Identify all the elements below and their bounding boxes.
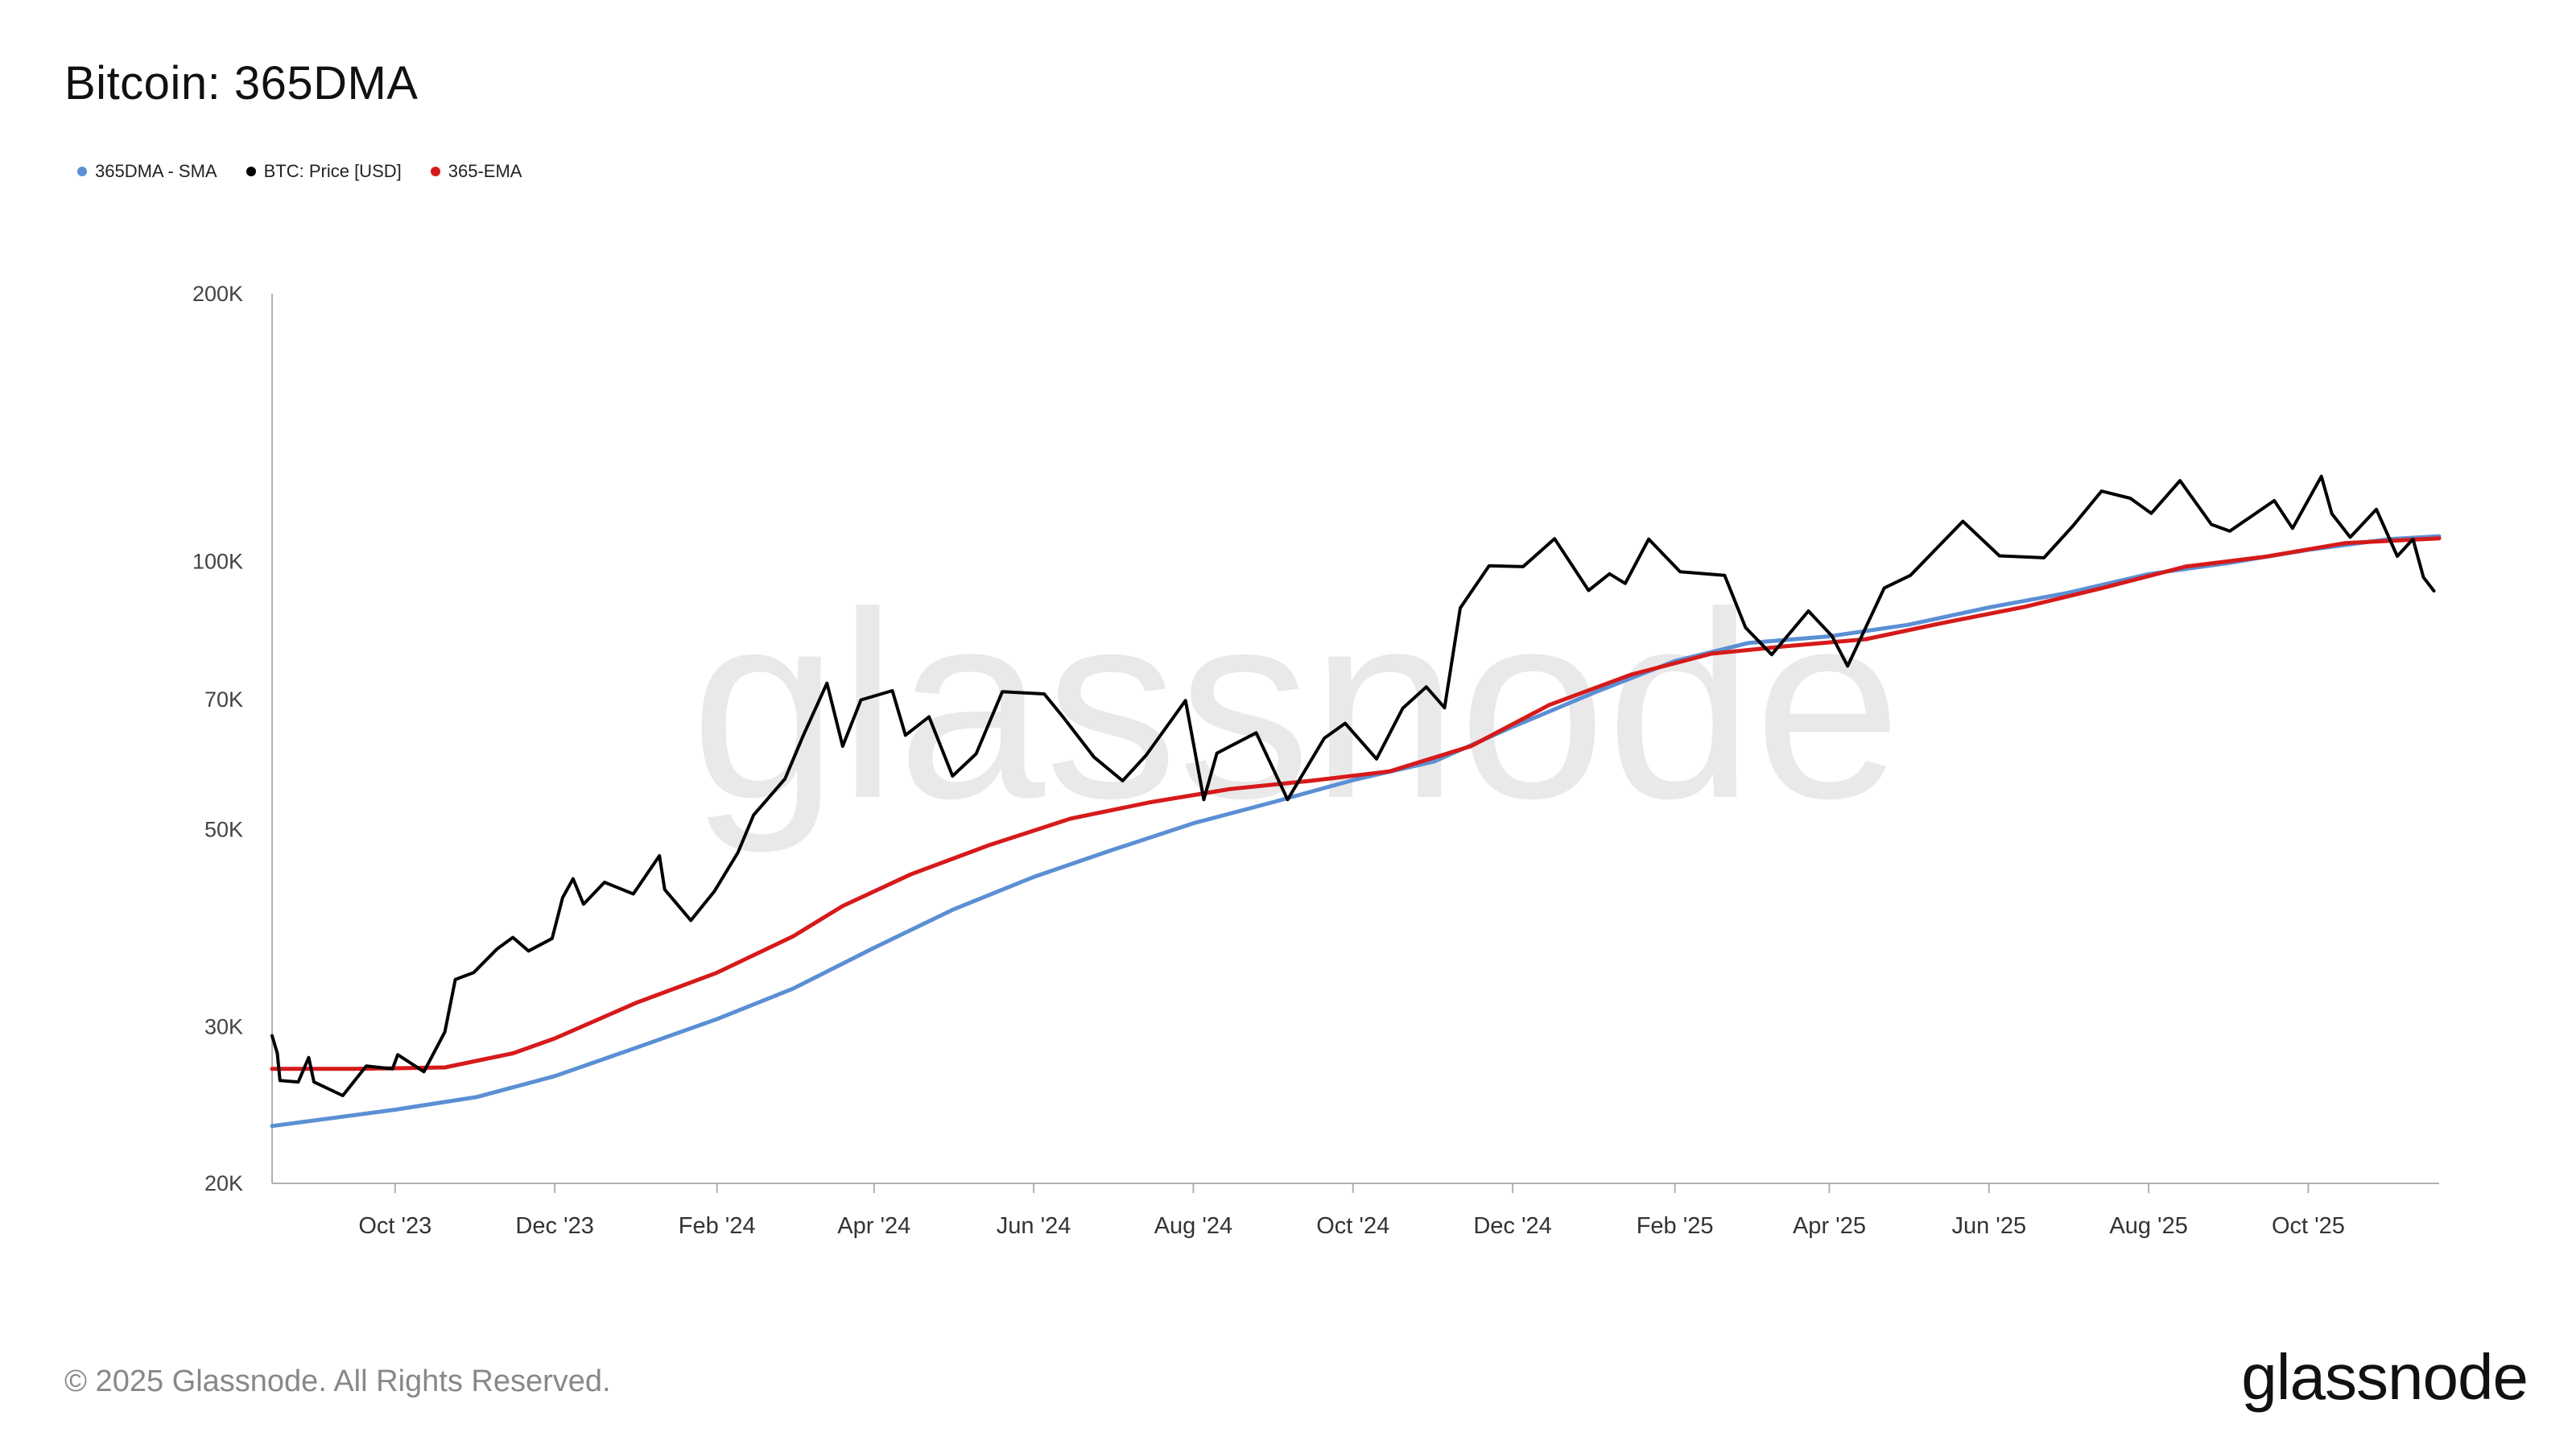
legend-label-ema: 365-EMA	[448, 161, 522, 181]
y-tick-label: 50K	[204, 817, 243, 841]
legend-label-sma: 365DMA - SMA	[95, 161, 217, 181]
chart-title: Bitcoin: 365DMA	[64, 57, 419, 109]
x-tick-label: Oct '23	[358, 1213, 431, 1239]
legend-item-price[interactable]: BTC: Price [USD]	[246, 161, 402, 182]
legend-dot-price	[246, 167, 256, 176]
y-tick-label: 30K	[204, 1014, 243, 1038]
x-tick-label: Feb '25	[1637, 1213, 1714, 1239]
x-tick-label: Oct '25	[2272, 1213, 2345, 1239]
y-tick-label: 70K	[204, 687, 243, 712]
x-tick-label: Apr '25	[1793, 1213, 1866, 1239]
series-lines	[270, 474, 2442, 1129]
x-tick-label: Jun '25	[1951, 1213, 2026, 1239]
legend-item-ema[interactable]: 365-EMA	[430, 161, 522, 182]
x-tick-label: Feb '24	[679, 1213, 756, 1239]
x-tick-label: Jun '24	[997, 1213, 1071, 1239]
legend-dot-sma	[77, 167, 87, 176]
x-tick-label: Apr '24	[837, 1213, 910, 1239]
x-tick-label: Oct '24	[1316, 1213, 1389, 1239]
legend-dot-ema	[430, 167, 440, 176]
legend-item-sma[interactable]: 365DMA - SMA	[77, 161, 217, 182]
ema-365-line[interactable]	[270, 536, 2442, 1071]
btc-price-line[interactable]	[270, 474, 2436, 1097]
x-tick-label: Dec '24	[1473, 1213, 1551, 1239]
x-tick-label: Aug '24	[1154, 1213, 1232, 1239]
y-tick-label: 200K	[192, 282, 243, 306]
legend-label-price: BTC: Price [USD]	[263, 161, 402, 181]
glassnode-logo[interactable]: glassnode	[2241, 1341, 2529, 1413]
chart-legend: 365DMA - SMA BTC: Price [USD] 365-EMA	[77, 161, 522, 182]
footer-copyright: © 2025 Glassnode. All Rights Reserved.	[64, 1364, 611, 1398]
y-tick-label: 20K	[204, 1171, 243, 1195]
watermark-text: glassnode	[691, 556, 1902, 855]
x-tick-label: Dec '23	[515, 1213, 593, 1239]
x-tick-label: Aug '25	[2109, 1213, 2187, 1239]
y-tick-label: 100K	[192, 550, 243, 574]
x-axis-ticks: Oct '23 Dec '23 Feb '24 Apr '24 Jun '24 Aug '…	[358, 1183, 2345, 1239]
y-axis-ticks: 20K 30K 50K 70K 100K 200K	[192, 282, 243, 1195]
